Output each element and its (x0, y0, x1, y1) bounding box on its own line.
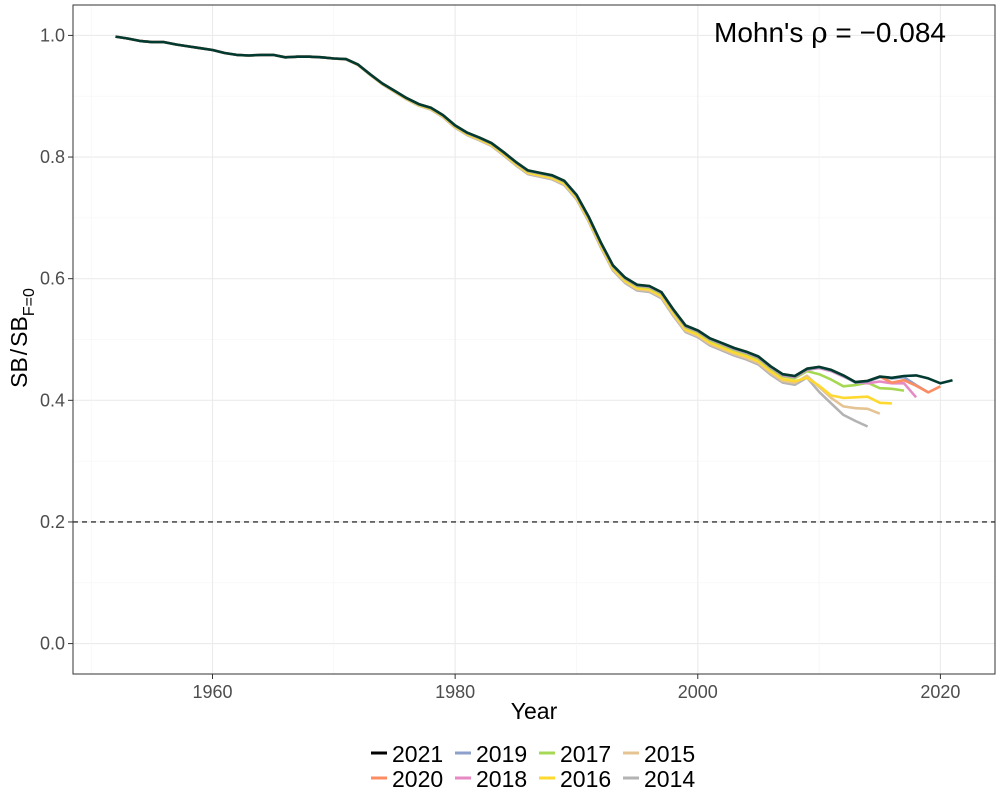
y-tick-label: 0.4 (40, 390, 65, 410)
legend-item-2018: 2018 (455, 766, 527, 792)
series-line-2015 (115, 35, 881, 415)
grid-lines (73, 5, 995, 674)
legend-label-2017: 2017 (560, 741, 611, 767)
legend-item-2014: 2014 (623, 766, 695, 792)
annotation-prefix: Mohn's (714, 17, 811, 48)
legend-item-2020: 2020 (371, 766, 443, 792)
legend-item-2017: 2017 (539, 741, 611, 767)
series-lines (115, 35, 953, 428)
legend-item-2019: 2019 (455, 741, 527, 767)
series-line-2016 (115, 35, 892, 405)
x-tick-label: 1980 (435, 682, 475, 702)
x-tick-label: 1960 (192, 682, 232, 702)
annotation-rho-symbol: ρ (811, 16, 827, 49)
legend-item-2015: 2015 (623, 741, 695, 767)
series-line-2018 (115, 35, 918, 399)
legend-label-2018: 2018 (476, 766, 527, 792)
y-tick-label: 1.0 (40, 25, 65, 45)
legend-label-2014: 2014 (644, 766, 695, 792)
plot-panel-border (72, 4, 996, 675)
y-tick-label: 0.6 (40, 269, 65, 289)
series-line-2017 (115, 35, 905, 392)
x-tick-label: 2020 (920, 682, 960, 702)
legend: 2021 2019 2017 2015 2020 2018 2016 2014 (371, 741, 695, 792)
y-tick-label: 0.2 (40, 512, 65, 532)
legend-label-2020: 2020 (392, 766, 443, 792)
y-axis-title: SB/SBF=0 (6, 288, 38, 388)
x-axis-title: Year (511, 698, 558, 724)
series-line-2021 (115, 35, 953, 385)
y-axis-title-sep: / (6, 348, 32, 355)
series-line-2019 (115, 35, 929, 394)
legend-label-2016: 2016 (560, 766, 611, 792)
x-tick-label: 2000 (678, 682, 718, 702)
legend-label-2015: 2015 (644, 741, 695, 767)
legend-item-2021: 2021 (371, 741, 443, 767)
y-tick-label: 0.8 (40, 147, 65, 167)
x-axis: 1960 1980 2000 2020 (192, 674, 960, 702)
y-axis-title-main: SB (6, 357, 32, 388)
annotation-value: = −0.084 (828, 17, 946, 48)
series-line-2020 (115, 35, 941, 394)
y-axis: 0.0 0.2 0.4 0.6 0.8 1.0 (40, 25, 73, 654)
y-axis-title-subscript: F=0 (21, 288, 38, 316)
y-tick-label: 0.0 (40, 634, 65, 654)
y-axis-title-main2: SB (6, 316, 32, 347)
legend-item-2016: 2016 (539, 766, 611, 792)
legend-label-2021: 2021 (392, 741, 443, 767)
series-line-2014 (115, 35, 869, 428)
legend-label-2019: 2019 (476, 741, 527, 767)
mohns-rho-annotation: Mohn's ρ = −0.084 (714, 16, 946, 49)
